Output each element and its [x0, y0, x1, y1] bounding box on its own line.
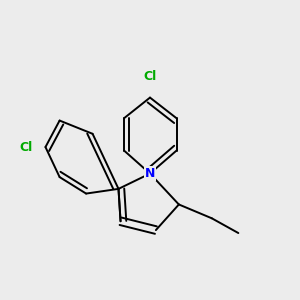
Text: N: N: [145, 167, 155, 180]
Text: Cl: Cl: [19, 141, 32, 154]
Text: Cl: Cl: [143, 70, 157, 83]
